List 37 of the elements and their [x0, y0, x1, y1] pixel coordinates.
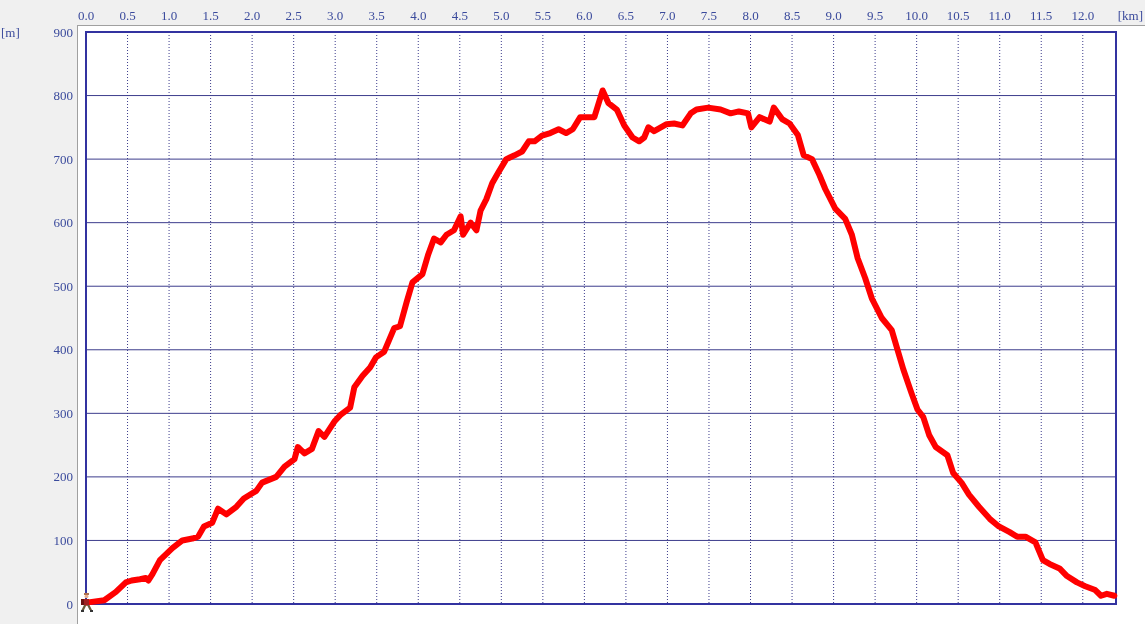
y-axis-title: [m] — [1, 24, 20, 40]
y-tick-label: 900 — [53, 24, 73, 40]
y-tick-label: 400 — [53, 342, 73, 358]
x-tick-label: 6.5 — [617, 8, 635, 23]
x-tick-label: 9.5 — [866, 8, 884, 23]
x-tick-label: 1.5 — [202, 8, 219, 23]
y-tick-label: 800 — [53, 88, 73, 104]
y-tick-label: 0 — [66, 596, 73, 612]
x-tick-label: 7.0 — [659, 8, 676, 23]
x-tick-label: 4.5 — [451, 8, 468, 23]
x-tick-label: 2.5 — [285, 8, 302, 23]
x-axis-title: [km] — [1117, 8, 1143, 23]
y-tick-label: 500 — [53, 278, 73, 294]
x-tick-label: 0.0 — [77, 8, 95, 23]
x-tick-label: 0.5 — [119, 8, 136, 23]
x-tick-label: 8.5 — [783, 8, 801, 23]
y-tick-label: 100 — [53, 532, 73, 548]
x-tick-label: 10.0 — [905, 8, 929, 23]
y-tick-label: 600 — [53, 215, 73, 231]
y-tick-label: 300 — [53, 405, 73, 421]
x-tick-label: 11.5 — [1030, 8, 1053, 23]
x-tick-label: 5.0 — [493, 8, 510, 23]
x-tick-label: 10.5 — [946, 8, 970, 23]
x-tick-label: 12.0 — [1071, 8, 1095, 23]
y-tick-label: 200 — [53, 469, 73, 485]
x-tick-label: 9.0 — [825, 8, 842, 23]
x-tick-label: 1.0 — [160, 8, 178, 23]
x-tick-label: 4.0 — [410, 8, 427, 23]
x-tick-label: 3.0 — [327, 8, 344, 23]
x-tick-label: 2.0 — [244, 8, 261, 23]
x-tick-label: 7.5 — [700, 8, 718, 23]
x-tick-label: 5.5 — [534, 8, 551, 23]
y-tick-label: 700 — [53, 151, 73, 167]
x-tick-label: 6.0 — [576, 8, 593, 23]
x-tick-label: 11.0 — [988, 8, 1011, 23]
x-tick-label: 3.5 — [368, 8, 385, 23]
x-tick-label: 8.0 — [742, 8, 759, 23]
